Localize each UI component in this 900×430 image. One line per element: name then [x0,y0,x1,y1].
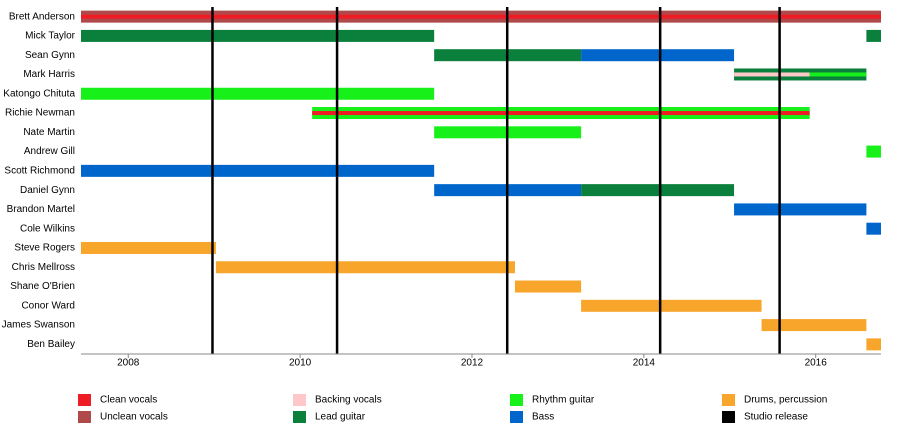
role-bar [866,338,881,351]
member-name: Nate Martin [23,127,75,138]
x-tick-label: 2014 [633,358,656,369]
member-name: Brett Anderson [9,11,75,22]
role-bar [866,29,881,42]
legend-label: Backing vocals [315,395,382,406]
member-name: Katongo Chituta [3,88,75,99]
member-name: Ben Bailey [27,339,75,350]
legend-label: Unclean vocals [100,412,168,423]
legend-swatch [78,394,91,406]
x-tick-label: 2012 [461,358,484,369]
legend-label: Drums, percussion [744,395,827,406]
legend-swatch [293,394,306,406]
member-name: Mark Harris [23,69,75,80]
role-bar [81,241,216,254]
legend-swatch [78,411,91,423]
member-name: Chris Mellross [12,262,75,273]
role-stripe [734,72,810,77]
role-bar [866,222,881,235]
legend-swatch [293,411,306,423]
role-bar [81,29,435,42]
x-tick-label: 2010 [289,358,312,369]
legend-swatch [510,411,523,423]
member-name: Steve Rogers [14,243,75,254]
legend-label: Rhythm guitar [532,395,595,406]
x-tick-label: 2016 [805,358,828,369]
role-bar [215,261,515,274]
member-name: Cole Wilkins [20,223,75,234]
role-stripe [81,14,881,19]
member-name: Brandon Martel [7,204,75,215]
legend-label: Bass [532,412,554,423]
role-bar [514,280,582,293]
legend-swatch [722,411,735,423]
legend-label: Studio release [744,412,808,423]
legend-label: Clean vocals [100,395,157,406]
role-bar [866,145,881,158]
role-stripe [809,72,867,77]
role-bar [581,299,762,312]
member-name: Sean Gynn [25,50,75,61]
role-bar [581,184,735,197]
role-bar [581,49,735,62]
role-bar [734,203,867,216]
member-name: Conor Ward [21,300,75,311]
legend-swatch [510,394,523,406]
member-name: Shane O'Brien [10,281,75,292]
member-name: James Swanson [2,320,75,331]
x-tick-label: 2008 [117,358,140,369]
role-bar [81,87,435,100]
role-stripe [312,111,810,116]
role-bar [761,319,867,332]
member-name: Andrew Gill [24,146,75,157]
role-bar [81,164,435,177]
member-name: Scott Richmond [4,166,75,177]
legend-label: Lead guitar [315,412,366,423]
member-name: Richie Newman [5,108,75,119]
member-name: Mick Taylor [25,31,75,42]
legend-swatch [722,394,735,406]
member-name: Daniel Gynn [20,185,75,196]
